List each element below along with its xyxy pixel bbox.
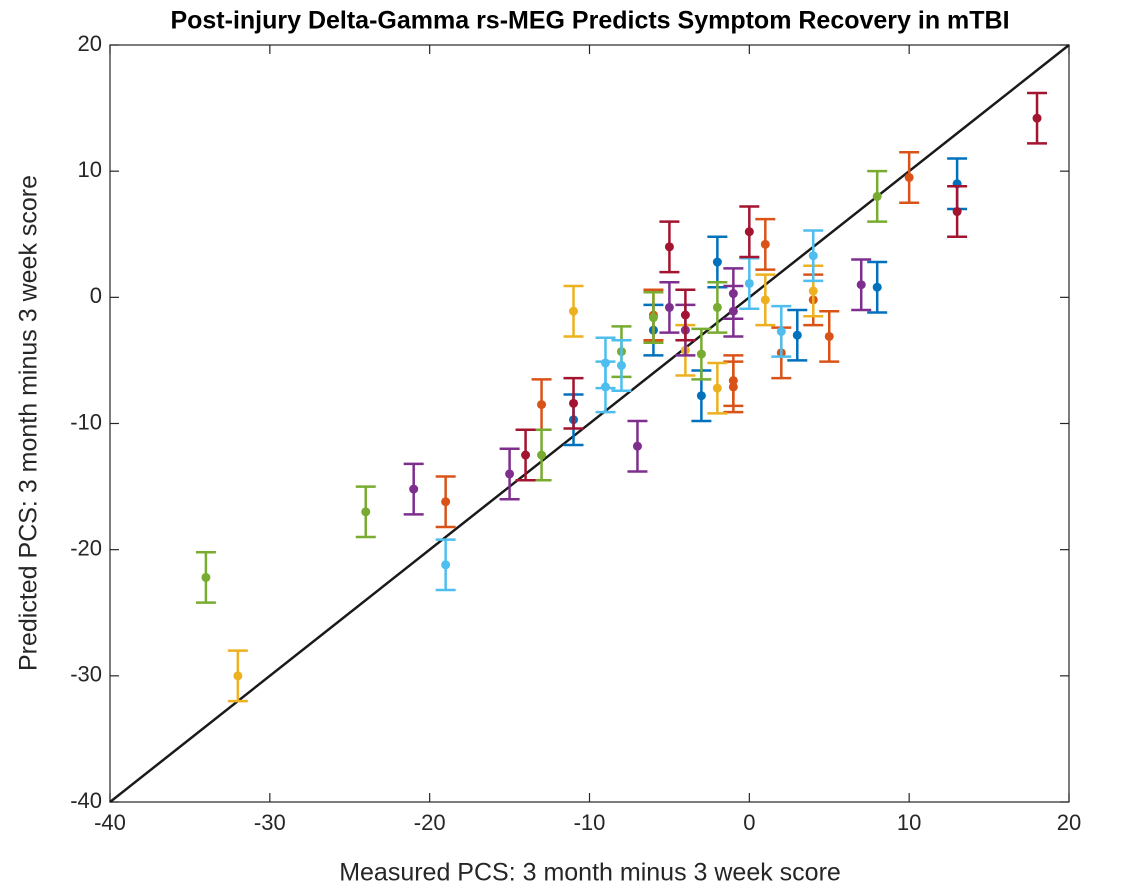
point: [808, 251, 818, 261]
point: [569, 306, 579, 316]
point: [201, 572, 211, 582]
point: [632, 441, 642, 451]
point: [872, 282, 882, 292]
point: [728, 376, 738, 386]
y-axis-label: Predicted PCS: 3 month minus 3 week scor…: [15, 175, 43, 671]
point: [680, 310, 690, 320]
point: [600, 382, 610, 392]
point: [233, 671, 243, 681]
point: [569, 398, 579, 408]
x-tick-label: 20: [1057, 810, 1081, 835]
x-tick-label: 10: [897, 810, 921, 835]
x-tick-label: -20: [414, 810, 446, 835]
point: [361, 507, 371, 517]
point: [760, 239, 770, 249]
y-tick-label: 10: [78, 157, 102, 182]
point: [521, 450, 531, 460]
chart-title: Post-injury Delta-Gamma rs-MEG Predicts …: [170, 7, 1009, 35]
point: [872, 191, 882, 201]
point: [616, 360, 626, 370]
point: [505, 469, 515, 479]
x-tick-label: 0: [743, 810, 755, 835]
point: [808, 286, 818, 296]
x-tick-label: -40: [94, 810, 126, 835]
point: [441, 497, 451, 507]
y-tick-label: 20: [78, 31, 102, 56]
point: [728, 306, 738, 316]
point: [537, 450, 547, 460]
point: [648, 313, 658, 323]
point: [409, 484, 419, 494]
point: [1032, 113, 1042, 123]
point: [712, 257, 722, 267]
point: [696, 349, 706, 359]
y-tick-label: -10: [70, 409, 102, 434]
x-tick-label: -10: [574, 810, 606, 835]
point: [712, 302, 722, 312]
point: [696, 391, 706, 401]
point: [664, 242, 674, 252]
point: [904, 172, 914, 182]
point: [776, 326, 786, 336]
y-tick-label: -20: [70, 535, 102, 560]
point: [744, 278, 754, 288]
x-axis-label: Measured PCS: 3 month minus 3 week score: [339, 859, 841, 887]
point: [952, 207, 962, 217]
point: [664, 302, 674, 312]
point: [760, 295, 770, 305]
point: [856, 280, 866, 290]
y-tick-label: -30: [70, 662, 102, 687]
x-tick-label: -30: [254, 810, 286, 835]
point: [441, 560, 451, 570]
point: [824, 331, 834, 341]
point: [792, 330, 802, 340]
y-tick-label: 0: [90, 283, 102, 308]
y-tick-label: -40: [70, 788, 102, 813]
point: [537, 400, 547, 410]
point: [744, 227, 754, 237]
point: [712, 383, 722, 393]
